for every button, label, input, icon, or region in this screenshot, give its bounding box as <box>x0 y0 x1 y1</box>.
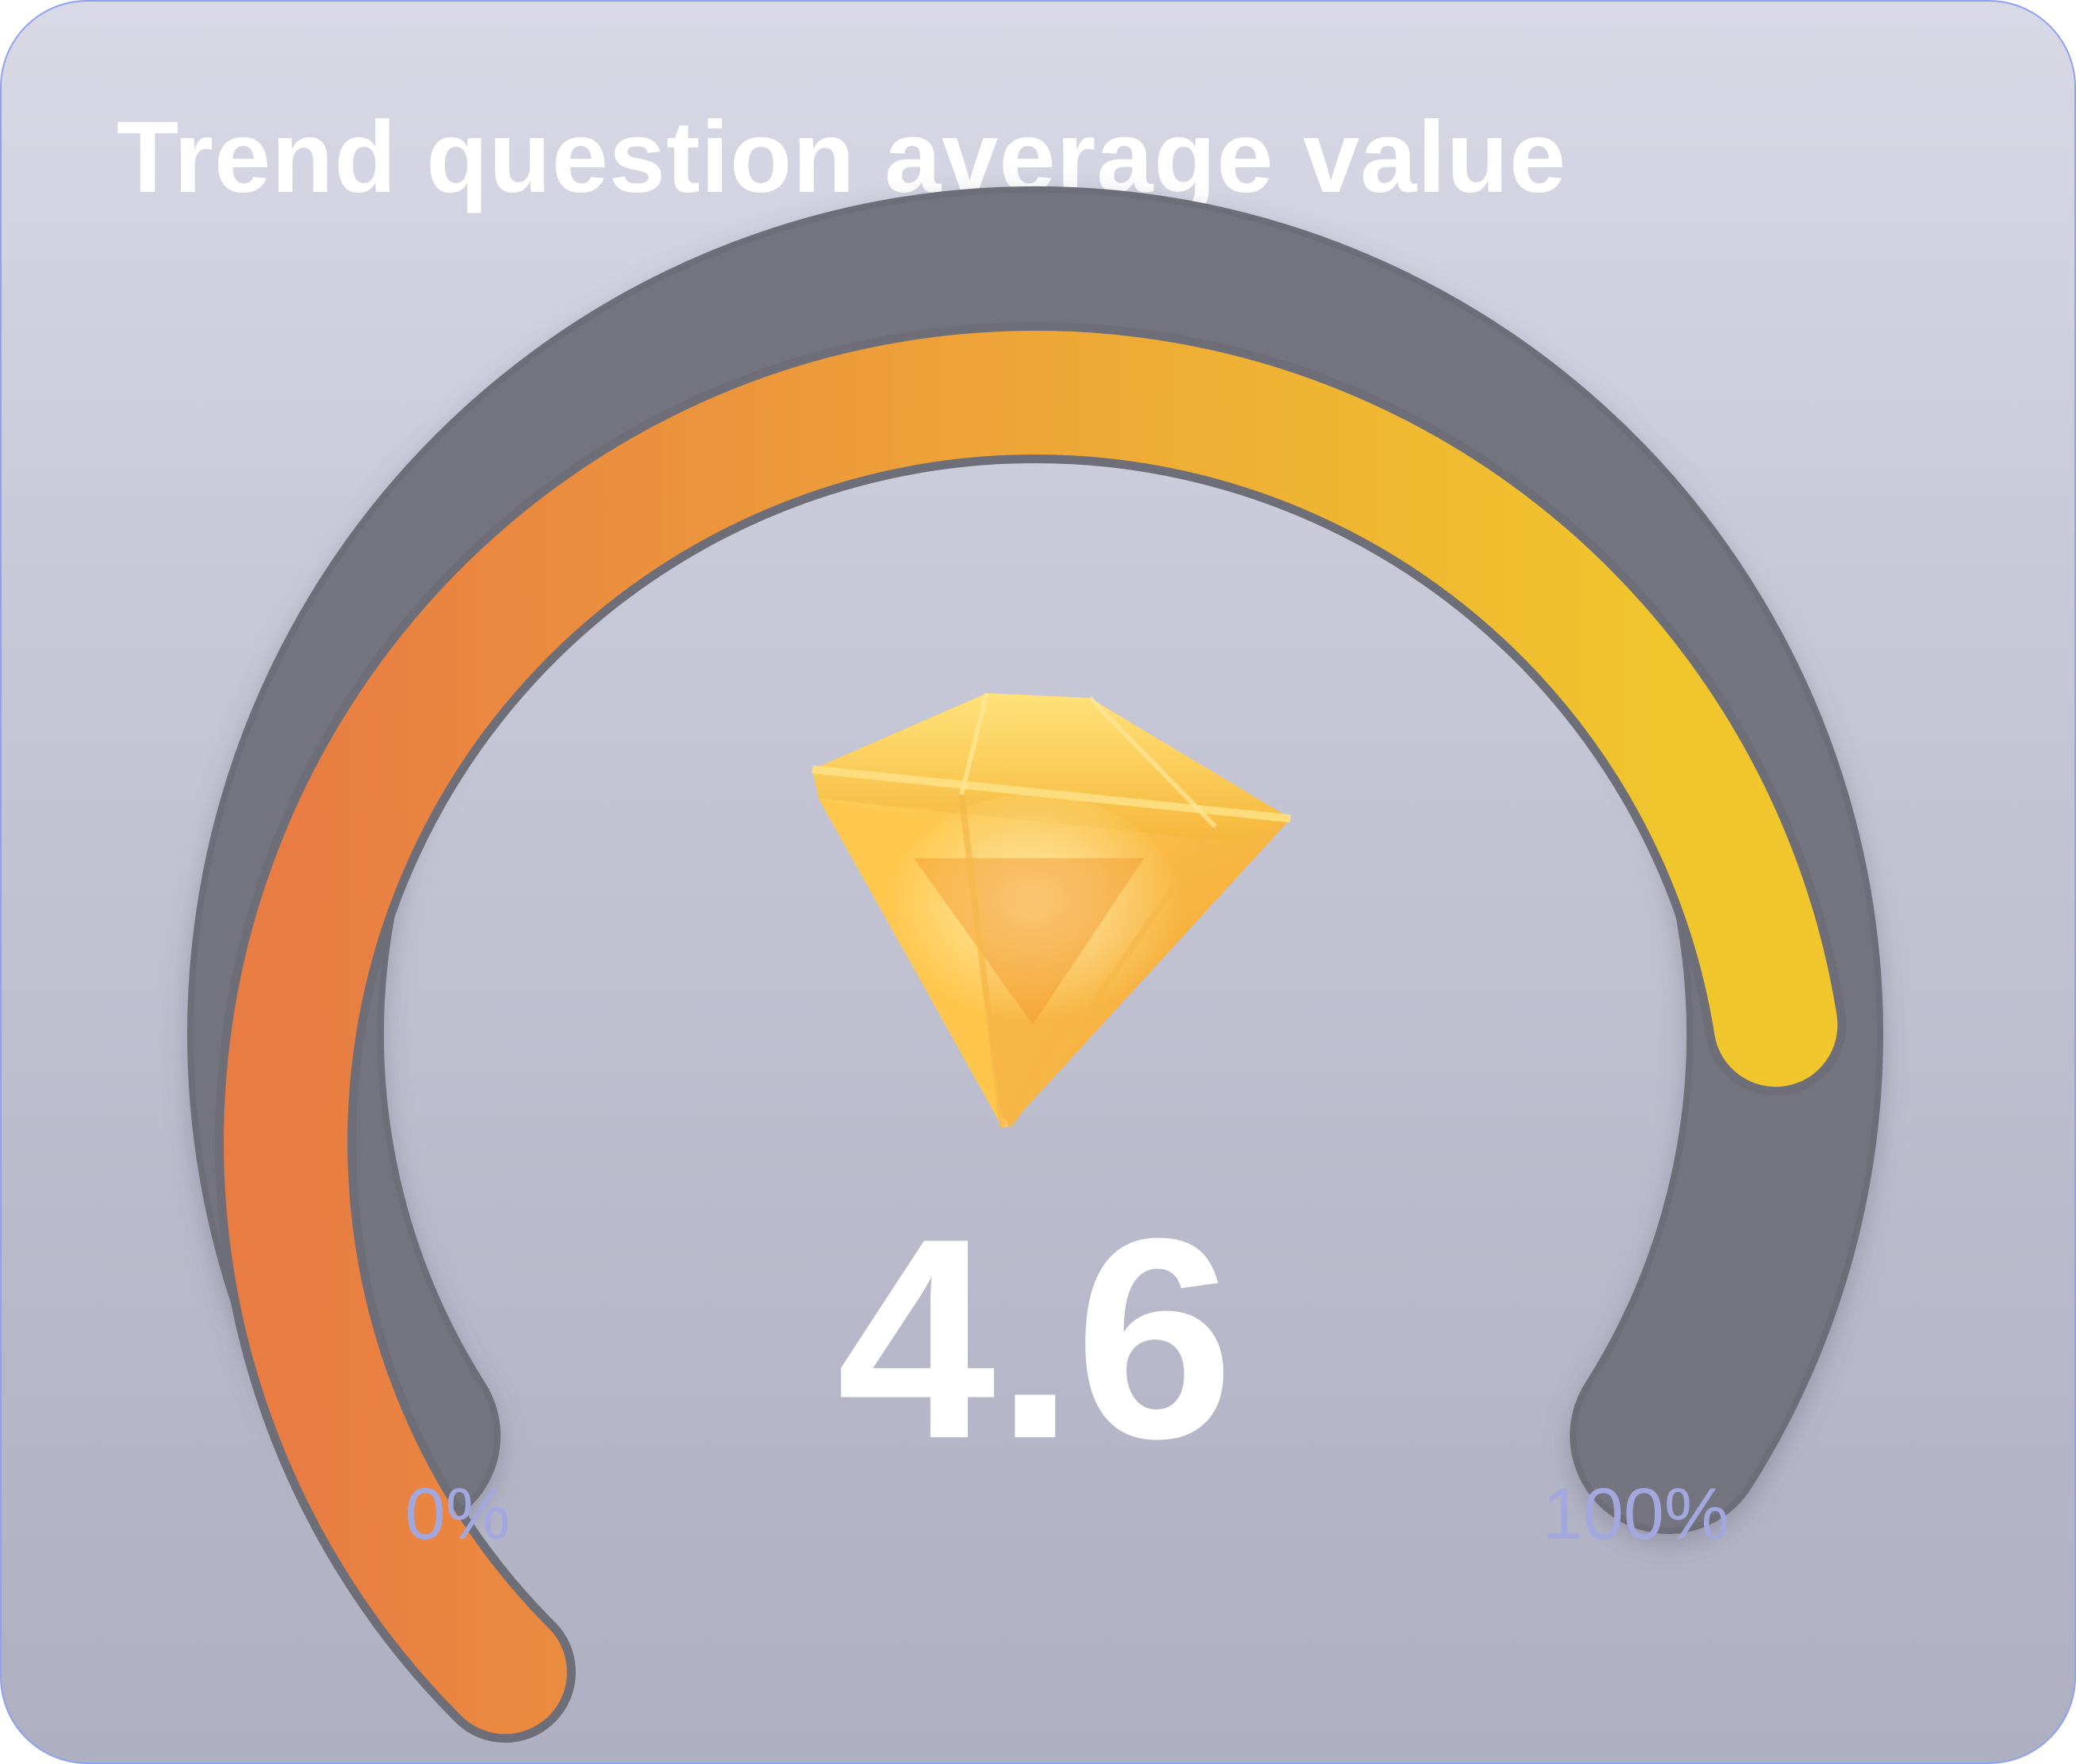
diamond-icon <box>812 692 1291 1129</box>
gauge-max-label: 100% <box>1542 1474 1729 1555</box>
gauge-min-label: 0% <box>405 1474 511 1555</box>
widget-title: Trend question average value <box>117 101 1567 214</box>
gauge-fill-arc <box>224 331 1838 1735</box>
gauge-value: 4.6 <box>837 1179 1234 1498</box>
